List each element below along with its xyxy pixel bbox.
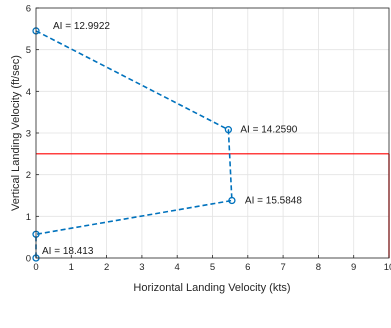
data-point-1	[224, 126, 233, 134]
x-tick-label-0: 0	[33, 262, 38, 273]
x-tick-label-2: 2	[104, 262, 109, 273]
annotation-0: AI = 12.9922	[53, 21, 110, 32]
y-tick-label-2: 2	[26, 170, 31, 181]
y-tick-label-3: 3	[26, 129, 31, 140]
axis-ticks: 0 1 2 3 4 5 6 7 8 9 10 0 1 2 3 4 5 6	[26, 4, 391, 274]
x-axis-label: Horizontal Landing Velocity (kts)	[133, 282, 290, 294]
annotation-3: AI = 18.413	[42, 246, 94, 257]
x-tick-label-4: 4	[175, 262, 180, 273]
series-line-0	[35, 30, 233, 258]
annotation-1: AI = 14.2590	[240, 125, 297, 136]
x-tick-label-5: 5	[210, 262, 215, 273]
x-tick-label-6: 6	[245, 262, 250, 273]
y-tick-label-1: 1	[26, 212, 31, 223]
x-tick-label-7: 7	[280, 262, 285, 273]
annotations: AI = 12.9922 AI = 14.2590 AI = 15.5848 AI =…	[42, 21, 302, 257]
y-tick-label-5: 5	[26, 45, 31, 56]
y-tick-label-6: 6	[26, 4, 31, 15]
y-axis-label: Vertical Landing Velocity (ft/sec)	[10, 55, 22, 211]
x-tick-label-10: 10	[384, 262, 391, 273]
y-tick-label-0: 0	[26, 254, 31, 265]
data-point-2	[228, 196, 236, 205]
annotation-2: AI = 15.5848	[245, 196, 302, 207]
y-tick-label-4: 4	[26, 87, 31, 98]
x-tick-label-8: 8	[316, 262, 321, 273]
x-tick-label-3: 3	[139, 262, 144, 273]
x-tick-label-9: 9	[351, 262, 356, 273]
x-tick-label-1: 1	[69, 262, 74, 273]
